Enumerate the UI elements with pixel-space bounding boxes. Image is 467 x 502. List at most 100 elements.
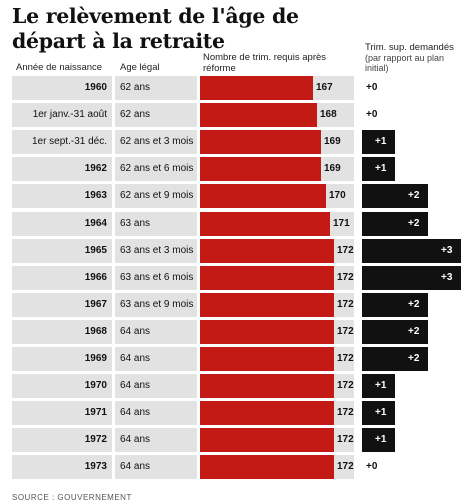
trim-bar <box>200 76 313 100</box>
birth-year-cell: 1960 <box>12 76 112 100</box>
trim-value-label: 172 <box>334 401 354 426</box>
table-row: 1969 64 ans 172 +2 <box>0 347 467 371</box>
birth-year-cell: 1968 <box>12 319 112 344</box>
table-row: 1970 64 ans 172 +1 <box>0 374 467 399</box>
birth-year: 1973 <box>84 461 107 473</box>
table-row: 1er sept.-31 déc. 196162 ans et 3 mois 16… <box>0 130 467 171</box>
sup-value-label: +1 <box>375 136 387 148</box>
table-row: 1973 64 ans 172 +0 <box>0 455 467 480</box>
trim-track: 170 <box>200 184 354 209</box>
trim-bar <box>200 157 321 182</box>
sup-value-label: +1 <box>375 407 387 419</box>
trim-value-label: 168 <box>317 103 337 128</box>
trim-value-label: 172 <box>334 292 354 317</box>
sup-value-label: +1 <box>375 434 387 446</box>
birth-year-cell: 1970 <box>12 374 112 399</box>
header-age: Age légal <box>120 62 160 73</box>
trim-track: 172 <box>200 401 354 426</box>
trim-bar <box>200 319 334 344</box>
birth-year-cell: 1973 <box>12 455 112 480</box>
sup-value-label: +2 <box>408 217 420 229</box>
trim-bar <box>200 265 334 290</box>
trim-bar <box>200 292 334 317</box>
birth-year: 1964 <box>84 217 107 229</box>
sup-bar <box>362 428 395 453</box>
trim-bar <box>200 130 321 155</box>
header-year: Année de naissance <box>16 62 103 73</box>
table-row: 1972 64 ans 172 +1 <box>0 428 467 453</box>
table-row: 1962 62 ans et 6 mois 169 +1 <box>0 157 467 182</box>
sup-bar <box>362 292 428 317</box>
birth-year-cell: 1965 <box>12 238 112 263</box>
chart-title: Le relèvement de l'âge de départ à la re… <box>12 4 299 53</box>
trim-value-label: 172 <box>334 238 354 263</box>
birth-year: 1972 <box>84 434 107 446</box>
table-row: 1966 63 ans et 6 mois 172 +3 <box>0 265 467 290</box>
trim-value-label: 171 <box>330 211 350 236</box>
birth-year: 1966 <box>84 271 107 283</box>
sup-value-label: +2 <box>408 353 420 364</box>
legal-age-cell: 63 ans et 9 mois <box>115 292 197 317</box>
table-row: 1960 62 ans 167 +0 <box>0 76 467 100</box>
sup-bar <box>362 184 428 209</box>
sup-bar <box>362 374 395 399</box>
trim-track: 169 <box>200 157 354 182</box>
trim-bar <box>200 455 334 480</box>
trim-track: 172 <box>200 374 354 399</box>
birth-year-cell: 1er janv.-31 août 1961 <box>12 103 112 144</box>
trim-track: 172 <box>200 455 354 480</box>
birth-year: 1969 <box>84 353 107 364</box>
trim-value-label: 172 <box>334 428 354 453</box>
legal-age-cell: 62 ans et 3 mois <box>115 130 197 155</box>
trim-track: 169 <box>200 130 354 155</box>
sup-value-label: +2 <box>408 298 420 310</box>
trim-value-label: 172 <box>334 455 354 480</box>
table-row: 1965 63 ans et 3 mois 172 +3 <box>0 238 467 263</box>
trim-bar <box>200 401 334 426</box>
birth-year-cell: 1971 <box>12 401 112 426</box>
header-trim: Nombre de trim. requis après réforme <box>203 52 327 74</box>
legal-age-cell: 62 ans et 6 mois <box>115 157 197 182</box>
sup-bar <box>362 130 395 155</box>
trim-track: 172 <box>200 238 354 263</box>
table-row: 1968 64 ans 172 +2 <box>0 319 467 344</box>
legal-age-cell: 62 ans et 9 mois <box>115 184 197 209</box>
table-row: 1963 62 ans et 9 mois 170 +2 <box>0 184 467 209</box>
legal-age-cell: 62 ans <box>115 103 197 128</box>
trim-value-label: 170 <box>326 184 346 209</box>
sup-bar <box>362 157 395 182</box>
sup-bar <box>362 238 461 263</box>
trim-value-label: 172 <box>334 374 354 399</box>
header-sup-subtitle: (par rapport au plan initial) <box>365 53 445 73</box>
trim-track: 172 <box>200 347 354 371</box>
birth-year-cell: 1972 <box>12 428 112 453</box>
birth-year: 1970 <box>84 380 107 392</box>
sup-value-label: +0 <box>366 82 378 93</box>
trim-bar <box>200 238 334 263</box>
legal-age-cell: 63 ans et 3 mois <box>115 238 197 263</box>
trim-track: 167 <box>200 76 354 100</box>
sup-bar <box>362 265 461 290</box>
source-note: SOURCE : GOUVERNEMENT <box>12 493 132 502</box>
birth-year: 1971 <box>84 407 107 419</box>
birth-year-cell: 1962 <box>12 157 112 182</box>
legal-age-cell: 64 ans <box>115 374 197 399</box>
legal-age-cell: 63 ans et 6 mois <box>115 265 197 290</box>
birth-year-cell: 1967 <box>12 292 112 317</box>
legal-age-cell: 64 ans <box>115 319 197 344</box>
trim-bar <box>200 103 317 128</box>
sup-bar <box>362 401 395 426</box>
sup-bar <box>362 347 428 371</box>
birth-year: 1962 <box>84 163 107 175</box>
birth-year-cell: 1er sept.-31 déc. 1961 <box>12 130 112 171</box>
trim-track: 172 <box>200 265 354 290</box>
birth-year: 1963 <box>84 190 107 202</box>
trim-track: 171 <box>200 211 354 236</box>
table-row: 1967 63 ans et 9 mois 172 +2 <box>0 292 467 317</box>
sup-value-label: +3 <box>441 271 453 283</box>
sup-value-label: +1 <box>375 380 387 392</box>
header-sup-title: Trim. sup. demandés <box>365 42 454 53</box>
legal-age-cell: 64 ans <box>115 347 197 371</box>
trim-bar <box>200 374 334 399</box>
birth-year-prefix: 1er janv.-31 août <box>32 109 107 121</box>
